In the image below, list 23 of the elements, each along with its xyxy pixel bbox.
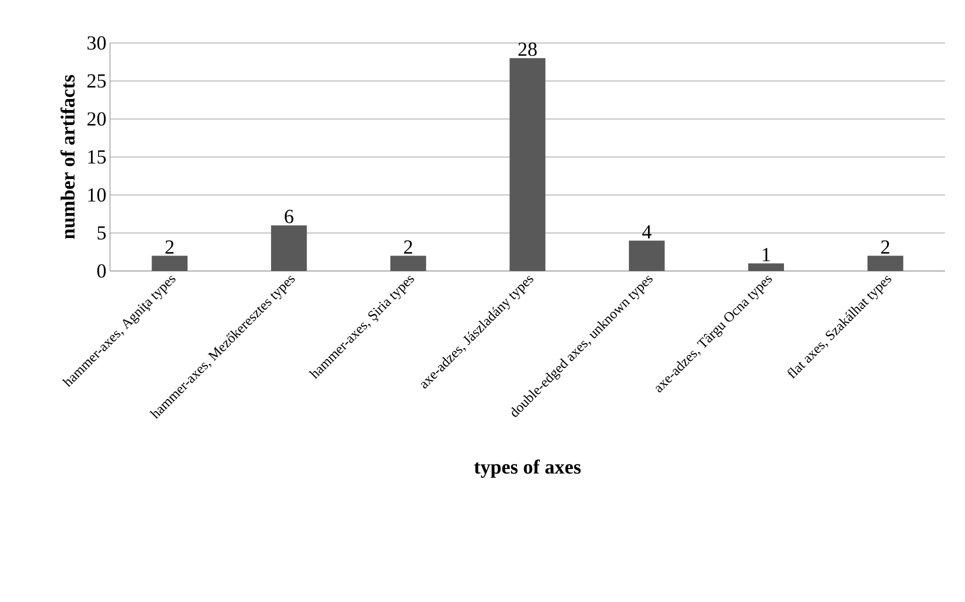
- bar: [390, 256, 426, 271]
- y-tick-label: 5: [98, 226, 106, 240]
- data-label: 2: [166, 240, 174, 254]
- bar: [510, 58, 546, 271]
- bar: [628, 240, 665, 271]
- y-tick-label: 10: [88, 188, 106, 202]
- data-label: 4: [642, 225, 652, 238]
- y-tick-label: 15: [88, 150, 106, 164]
- x-axis-title: types of axes: [474, 460, 581, 478]
- bar: [152, 256, 188, 271]
- bar: [271, 225, 307, 271]
- y-tick-label: 30: [88, 36, 106, 50]
- data-label: 2: [881, 240, 890, 254]
- bar: [867, 256, 904, 271]
- data-label: 28: [518, 42, 537, 56]
- bar: [748, 263, 784, 271]
- y-axis-title: number of artifacts: [60, 75, 75, 239]
- y-tick-label: 25: [87, 74, 106, 88]
- data-label: 2: [404, 240, 412, 254]
- data-label: 6: [284, 210, 294, 224]
- y-tick-label: 0: [97, 264, 106, 278]
- y-tick-label: 20: [87, 112, 106, 126]
- data-label: 1: [762, 248, 770, 262]
